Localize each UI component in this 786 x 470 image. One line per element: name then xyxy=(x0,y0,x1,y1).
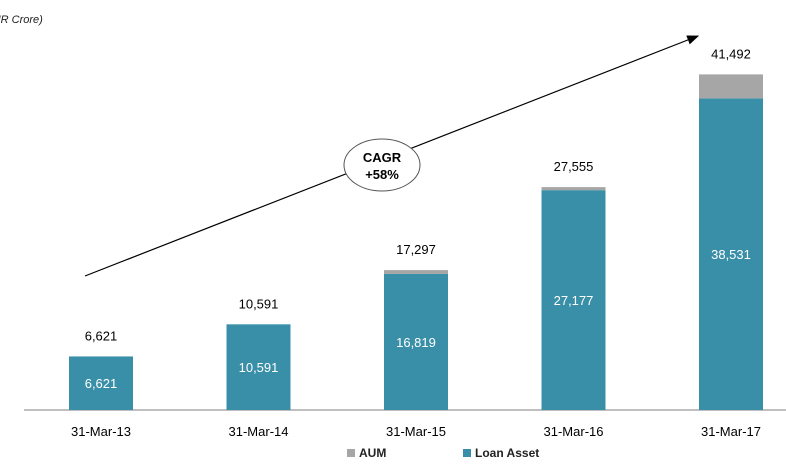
bar-aum xyxy=(541,187,606,191)
x-tick-label: 31-Mar-15 xyxy=(386,424,446,439)
bar-total-label: 10,591 xyxy=(239,296,279,311)
stacked-bar-chart: 6,621 6,621 31-Mar-13 10,591 10,591 31-Mar-14… xyxy=(24,35,786,439)
bar-loan-asset xyxy=(384,273,448,410)
bar-total-label: 6,621 xyxy=(85,328,118,343)
x-tick-label: 31-Mar-13 xyxy=(71,424,131,439)
bar-total-label: 27,555 xyxy=(554,159,594,174)
bar-total-label: 17,297 xyxy=(396,242,436,257)
legend-swatch-loan-asset xyxy=(463,449,471,457)
legend-swatch-aum xyxy=(347,449,355,457)
bar-value-label: 16,819 xyxy=(396,335,436,350)
bar-aum xyxy=(699,74,763,99)
legend-label-loan-asset: Loan Asset xyxy=(475,446,540,460)
cagr-ellipse xyxy=(343,138,421,192)
bar-total-label: 41,492 xyxy=(711,46,751,61)
unit-label: (INR Crore) xyxy=(0,14,43,26)
bar-value-label: 27,177 xyxy=(554,293,594,308)
legend-item-loan-asset: Loan Asset xyxy=(463,446,539,460)
legend-label-aum: AUM xyxy=(359,446,387,460)
cagr-label: CAGR xyxy=(363,150,402,165)
bar-loan-asset xyxy=(699,98,763,410)
x-tick-label: 31-Mar-14 xyxy=(229,424,289,439)
bar-value-label: 6,621 xyxy=(85,376,118,391)
x-tick-label: 31-Mar-16 xyxy=(544,424,604,439)
bar-value-label: 10,591 xyxy=(239,360,279,375)
bar-loan-asset xyxy=(541,190,606,410)
bar-loan-asset xyxy=(69,356,133,410)
legend-item-aum: AUM xyxy=(347,446,386,460)
bar-value-label: 38,531 xyxy=(711,247,751,262)
cagr-value: +58% xyxy=(365,167,399,182)
x-tick-label: 31-Mar-17 xyxy=(701,424,761,439)
cagr-callout: CAGR +58% xyxy=(343,138,421,192)
bar-loan-asset xyxy=(226,324,291,410)
bar-aum xyxy=(384,270,448,274)
